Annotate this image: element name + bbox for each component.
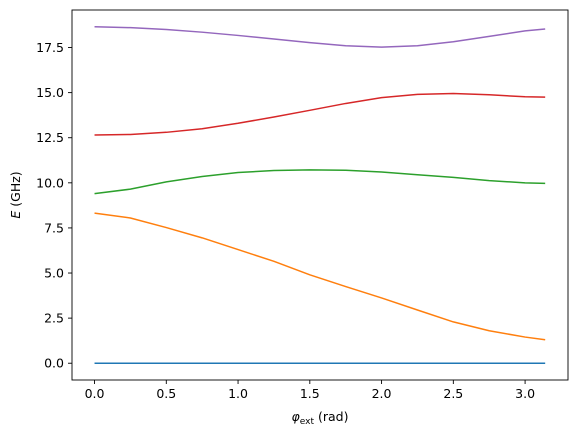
series-line [94, 26, 546, 48]
y-tick-label: 12.5 [36, 130, 64, 145]
y-label-symbol: E [8, 211, 23, 219]
y-tick-label: 2.5 [44, 311, 64, 326]
x-tick-label: 2.0 [372, 386, 392, 401]
x-axis-label: φext (rad) [292, 409, 349, 427]
y-tick-label: 15.0 [36, 85, 64, 100]
x-label-subscript: ext [300, 417, 315, 427]
series-line [94, 169, 546, 195]
x-tick-label: 0.0 [85, 386, 105, 401]
x-tick-label: 2.5 [443, 386, 463, 401]
x-tick-label: 3.0 [515, 386, 535, 401]
y-tick-label: 10.0 [36, 175, 64, 190]
y-tick-label: 0.0 [44, 356, 64, 371]
y-tick-label: 7.5 [44, 220, 64, 235]
x-label-symbol: φ [292, 409, 301, 424]
axes-frame [71, 9, 569, 381]
y-tick-label: 17.5 [36, 40, 64, 55]
x-label-unit: (rad) [318, 409, 349, 424]
x-tick-label: 0.5 [156, 386, 176, 401]
series-line [94, 92, 546, 136]
y-axis-label: E (GHz) [8, 171, 23, 218]
x-tick-label: 1.5 [300, 386, 320, 401]
x-tick-label: 1.0 [228, 386, 248, 401]
y-label-unit: (GHz) [8, 171, 23, 206]
y-tick-label: 5.0 [44, 266, 64, 281]
series-line [94, 212, 546, 341]
